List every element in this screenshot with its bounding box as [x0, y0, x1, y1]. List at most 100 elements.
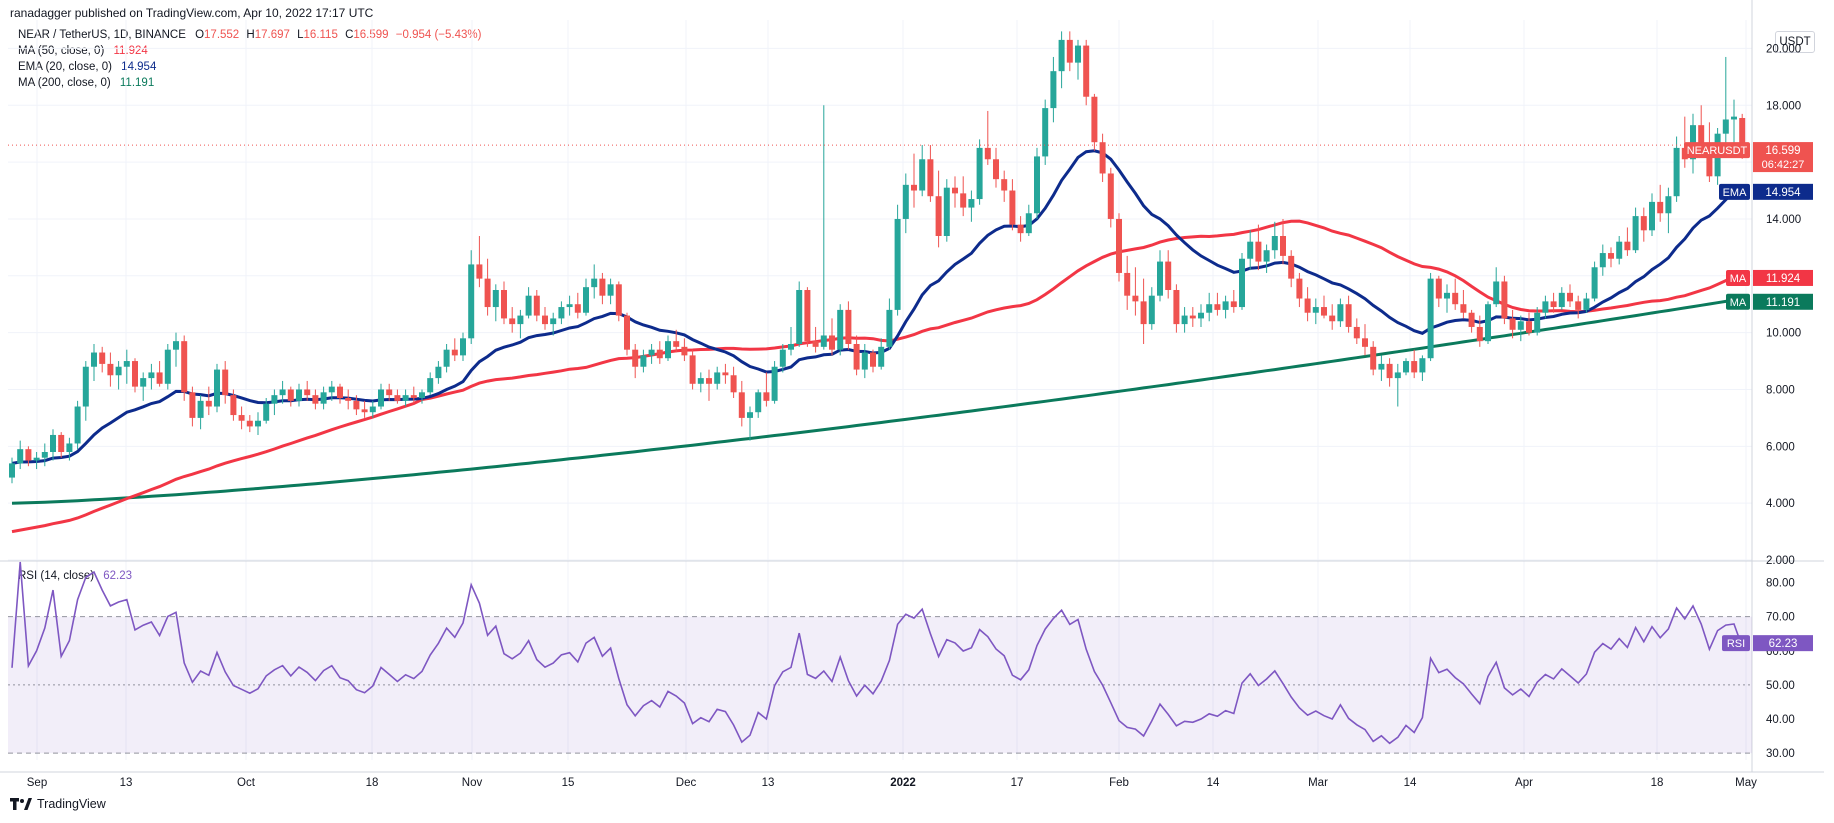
tradingview-logo[interactable]: TradingView: [10, 797, 106, 811]
candle-body: [1017, 224, 1024, 234]
candle-body: [369, 406, 376, 413]
candle-body: [1075, 45, 1081, 63]
ema20-legend[interactable]: EMA (20, close, 0) 14.954: [18, 61, 156, 73]
candle-body: [886, 309, 893, 347]
candle-body: [279, 389, 286, 396]
candle-body: [1107, 173, 1114, 219]
ma50-price-tag: MA 11.924: [1726, 269, 1813, 286]
candle-body: [1140, 301, 1147, 325]
nearusdt-price-tag-value: 16.599: [1765, 145, 1800, 157]
candle-body: [574, 304, 581, 313]
ohlc-change: −0.954 (−5.43%): [395, 29, 482, 41]
candle-body: [402, 395, 409, 401]
nearusdt-price-tag-countdown: 06:42:27: [1762, 159, 1805, 171]
candle-body: [304, 389, 311, 396]
candle-body: [74, 406, 81, 444]
time-tick-label: Feb: [1109, 777, 1129, 789]
rsi-tag-value-box: [1753, 635, 1813, 652]
candle-body: [984, 147, 991, 160]
candle-body: [952, 187, 958, 194]
candle-body: [181, 341, 188, 393]
nearusdt-price-tag-value-box: [1753, 142, 1813, 173]
nearusdt-price-tag: NEARUSDT 16.599 06:42:27: [1684, 142, 1813, 173]
nearusdt-price-tag-label: NEARUSDT: [1687, 145, 1748, 157]
candle-body: [919, 159, 926, 191]
candle-body: [960, 193, 967, 208]
candle-body: [451, 349, 458, 356]
candle-body: [1485, 304, 1491, 342]
price-tick-label: 18.000: [1766, 100, 1801, 112]
candle-body: [1640, 216, 1647, 231]
candle-body: [681, 346, 688, 356]
candle-body: [583, 287, 589, 313]
symbol-legend[interactable]: NEAR / TetherUS, 1D, BINANCE O17.552 H17…: [18, 29, 481, 41]
candle-body: [361, 409, 368, 413]
candle-body: [328, 386, 335, 393]
currency-button[interactable]: USDT: [1775, 31, 1815, 53]
candle-body: [1247, 241, 1254, 259]
candle-body: [615, 284, 622, 316]
price-tick-label: 10.000: [1766, 328, 1801, 340]
candle-body: [517, 315, 524, 325]
candle-body: [238, 415, 245, 421]
candle-body: [1296, 278, 1303, 299]
candle-body: [812, 341, 819, 347]
candle-body: [1157, 261, 1163, 296]
candle-body: [1542, 301, 1549, 313]
candle-body: [1230, 301, 1237, 308]
candle-body: [1567, 292, 1573, 302]
candle-body: [1501, 281, 1508, 319]
candle-body: [1460, 304, 1467, 313]
ma200-price-tag-label-box: [1726, 293, 1750, 310]
candle-body: [1009, 190, 1016, 225]
candle-body: [665, 341, 671, 359]
candle-body: [189, 392, 196, 418]
candle-body: [345, 398, 352, 401]
candle-body: [115, 366, 122, 376]
candle-body: [640, 355, 647, 367]
candle-body: [1329, 315, 1336, 322]
ema20-label: EMA (20, close, 0): [18, 61, 112, 73]
time-tick-label: 15: [562, 777, 575, 789]
ema-price-tag: EMA 14.954: [1719, 183, 1813, 200]
candle-body: [591, 278, 598, 288]
ma200-price-tag-value: 11.191: [1766, 297, 1800, 309]
price-tick-label: 4.000: [1766, 498, 1795, 510]
candle-body: [853, 344, 860, 370]
candle-body: [1534, 312, 1541, 333]
rsi-line: [11, 561, 1743, 745]
candle-body: [140, 378, 147, 387]
candle-body: [476, 264, 483, 279]
candle-body: [755, 392, 762, 413]
candle-body: [878, 346, 885, 367]
candle-body: [1189, 315, 1196, 319]
candle-body: [427, 378, 434, 393]
candle-body: [1312, 307, 1319, 313]
ma200-price-tag: MA 11.191: [1726, 293, 1813, 310]
candle-body: [788, 344, 794, 350]
ohlc-open: 17.552: [204, 29, 240, 41]
candle-body: [738, 392, 745, 418]
candle-body: [1394, 372, 1401, 379]
ma200-legend[interactable]: MA (200, close, 0) 11.191: [18, 77, 154, 89]
candle-body: [1427, 278, 1434, 359]
candle-body: [1058, 39, 1065, 72]
price-tick-label: 6.000: [1766, 441, 1795, 453]
time-tick-label: 18: [366, 777, 379, 789]
candle-body: [9, 463, 15, 478]
candle-body: [1435, 278, 1442, 299]
time-tick-label: 14: [1404, 777, 1417, 789]
ema20-line: [11, 149, 1743, 465]
ema-price-tag-value-box: [1753, 183, 1813, 200]
candle-body: [263, 403, 270, 421]
price-tick-label: 8.000: [1766, 384, 1795, 396]
candle-body: [722, 372, 729, 376]
candle-body: [542, 315, 548, 325]
time-tick-label: 17: [1011, 777, 1024, 789]
candle-body: [1263, 250, 1270, 262]
candle-body: [935, 196, 942, 236]
candle-body: [1403, 361, 1409, 373]
candle-body: [656, 349, 663, 359]
candle-body: [1001, 179, 1008, 191]
